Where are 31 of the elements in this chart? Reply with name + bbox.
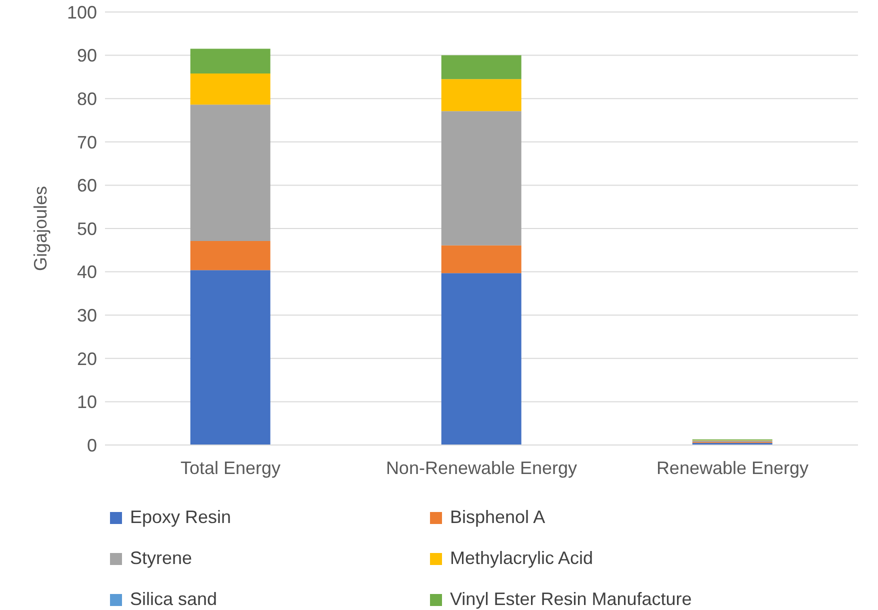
legend-label: Epoxy Resin xyxy=(129,507,232,528)
bar xyxy=(441,79,522,112)
bar xyxy=(441,111,522,246)
y-tick-label: 80 xyxy=(76,88,97,109)
x-tick-label: Renewable Energy xyxy=(656,458,809,478)
y-tick-label: 60 xyxy=(76,176,97,196)
bar xyxy=(441,245,522,274)
bar xyxy=(441,273,522,445)
legend-label: Methylacrylic Acid xyxy=(449,548,594,569)
bar xyxy=(441,55,522,80)
legend-label: Vinyl Ester Resin Manufacture xyxy=(449,589,693,610)
y-axis-title: Gigajoules xyxy=(30,186,50,272)
bar xyxy=(190,48,270,74)
bar xyxy=(190,270,270,445)
legend-label: Silica sand xyxy=(129,589,218,610)
y-tick-label: 100 xyxy=(66,2,97,22)
y-tick-label: 20 xyxy=(76,348,97,369)
y-tick-label: 40 xyxy=(76,262,97,282)
x-tick-label: Total Energy xyxy=(180,458,281,478)
bar xyxy=(190,73,270,105)
y-tick-label: 0 xyxy=(86,435,97,456)
y-tick-label: 70 xyxy=(76,132,97,152)
y-tick-label: 30 xyxy=(76,305,97,326)
y-tick-label: 50 xyxy=(76,218,97,239)
bar xyxy=(190,104,270,242)
y-tick-label: 10 xyxy=(76,392,97,412)
legend-label: Bisphenol A xyxy=(449,507,546,528)
y-tick-label: 90 xyxy=(76,46,97,66)
legend-label: Styrene xyxy=(129,548,194,569)
bar xyxy=(190,241,270,270)
x-tick-label: Non-Renewable Energy xyxy=(386,458,578,478)
